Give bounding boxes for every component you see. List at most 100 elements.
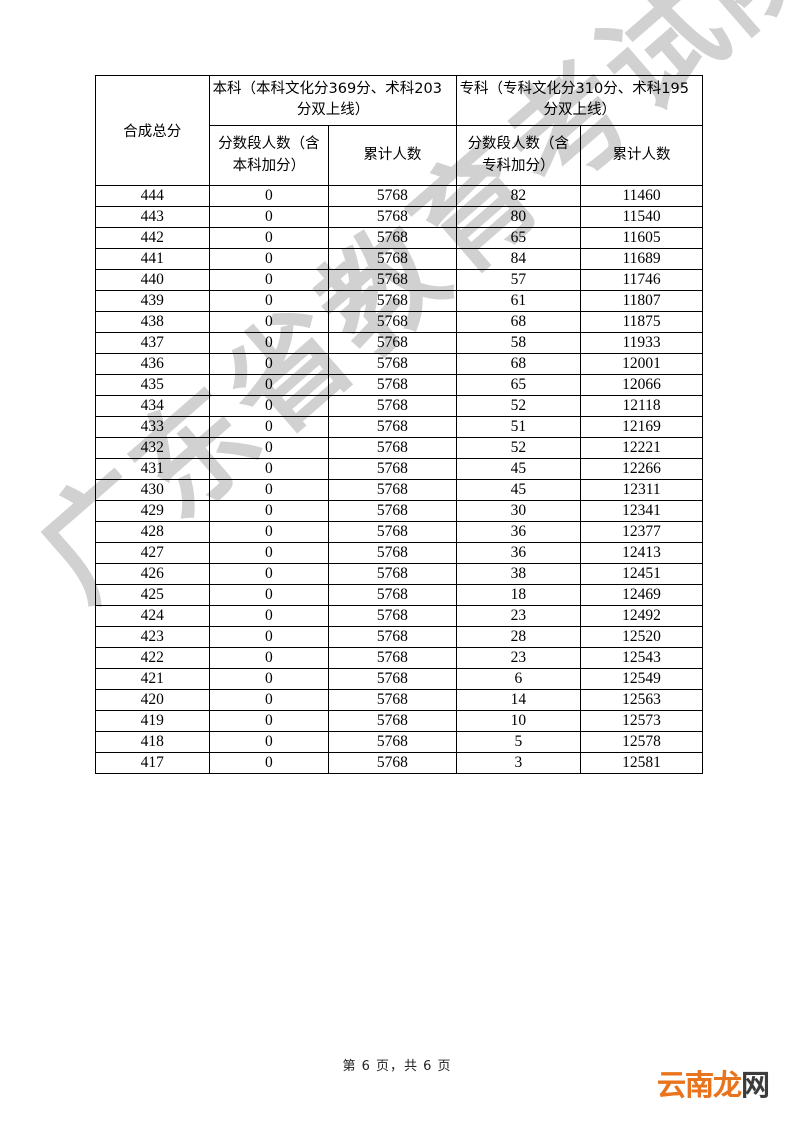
table-row: 418 0 5768 5 12578 [95, 731, 703, 754]
table-row: 433 0 5768 51 12169 [95, 416, 703, 439]
cell-total-score: 423 [95, 626, 210, 649]
cell-undergraduate-segment-count: 0 [208, 626, 330, 649]
cell-total-score: 439 [95, 290, 210, 313]
cell-undergraduate-cumulative: 5768 [328, 584, 457, 607]
cell-total-score: 429 [95, 500, 210, 523]
table-row: 439 0 5768 61 11807 [95, 290, 703, 313]
table-row: 435 0 5768 65 12066 [95, 374, 703, 397]
cell-college-segment-count: 14 [455, 689, 582, 712]
cell-college-segment-count: 68 [455, 353, 582, 376]
header-college-line2: 分双上线） [543, 102, 617, 119]
cell-college-segment-count: 57 [455, 269, 582, 292]
cell-total-score: 433 [95, 416, 210, 439]
cell-college-segment-count: 65 [455, 374, 582, 397]
cell-total-score: 444 [95, 185, 210, 208]
cell-undergraduate-cumulative: 5768 [328, 311, 457, 334]
cell-college-segment-count: 84 [455, 248, 582, 271]
header-college-segment-line2: 专科加分） [482, 157, 555, 174]
cell-college-cumulative: 12469 [580, 584, 703, 607]
header-undergraduate-line1: 本科（本科文化分369分、术科203 [212, 81, 442, 97]
cell-undergraduate-cumulative: 5768 [328, 353, 457, 376]
header-undergraduate-segment-line1: 分数段人数（含 [218, 135, 320, 152]
cell-total-score: 437 [95, 332, 210, 355]
header-undergraduate-segment-line2: 本科加分） [232, 157, 306, 174]
cell-college-cumulative: 12578 [580, 731, 703, 754]
cell-college-cumulative: 12066 [580, 374, 703, 397]
header-college-segment-line1: 分数段人数（含 [467, 135, 570, 152]
cell-total-score: 418 [95, 731, 210, 754]
header-undergraduate-line2: 分双上线） [296, 102, 370, 119]
cell-college-segment-count: 10 [455, 710, 582, 733]
header-undergraduate-cumulative: 累计人数 [328, 125, 457, 187]
cell-undergraduate-cumulative: 5768 [328, 248, 457, 271]
cell-total-score: 441 [95, 248, 210, 271]
cell-total-score: 417 [95, 752, 210, 775]
cell-college-cumulative: 11875 [580, 311, 703, 334]
table-row: 423 0 5768 28 12520 [95, 626, 703, 649]
header-undergraduate-group: 本科（本科文化分369分、术科203 分双上线） [208, 74, 457, 127]
header-college-segment-count: 分数段人数（含 专科加分） [455, 125, 582, 187]
cell-college-cumulative: 12266 [580, 458, 703, 481]
cell-total-score: 425 [95, 584, 210, 607]
cell-total-score: 420 [95, 689, 210, 712]
table-row: 417 0 5768 3 12581 [95, 752, 703, 775]
header-college-group: 专科（专科文化分310分、术科195 分双上线） [455, 74, 704, 127]
table-row: 419 0 5768 10 12573 [95, 710, 703, 733]
cell-undergraduate-segment-count: 0 [208, 500, 330, 523]
cell-undergraduate-cumulative: 5768 [328, 374, 457, 397]
cell-undergraduate-segment-count: 0 [208, 668, 330, 691]
table-row: 437 0 5768 58 11933 [95, 332, 703, 355]
cell-undergraduate-cumulative: 5768 [328, 458, 457, 481]
cell-college-segment-count: 36 [455, 521, 582, 544]
cell-college-cumulative: 12492 [580, 605, 703, 628]
cell-college-cumulative: 11460 [580, 185, 703, 208]
cell-college-cumulative: 12118 [580, 395, 703, 418]
cell-total-score: 430 [95, 479, 210, 502]
cell-college-segment-count: 58 [455, 332, 582, 355]
cell-undergraduate-cumulative: 5768 [328, 626, 457, 649]
cell-undergraduate-cumulative: 5768 [328, 332, 457, 355]
cell-total-score: 443 [95, 206, 210, 229]
cell-total-score: 419 [95, 710, 210, 733]
cell-college-cumulative: 11933 [580, 332, 703, 355]
cell-college-segment-count: 23 [455, 647, 582, 670]
cell-undergraduate-segment-count: 0 [208, 290, 330, 313]
cell-college-segment-count: 18 [455, 584, 582, 607]
table-body: 444 0 5768 82 11460 443 0 5768 80 11540 442 0 5768 65… [95, 185, 703, 775]
cell-undergraduate-segment-count: 0 [208, 185, 330, 208]
score-distribution-table: 合成总分 本科（本科文化分369分、术科203 分双上线） 专科（专科文化分31… [95, 74, 704, 775]
cell-college-cumulative: 12520 [580, 626, 703, 649]
table-row: 428 0 5768 36 12377 [95, 521, 703, 544]
cell-college-segment-count: 52 [455, 437, 582, 460]
cell-undergraduate-segment-count: 0 [208, 395, 330, 418]
cell-undergraduate-segment-count: 0 [208, 605, 330, 628]
cell-college-segment-count: 51 [455, 416, 582, 439]
cell-undergraduate-cumulative: 5768 [328, 542, 457, 565]
cell-undergraduate-segment-count: 0 [208, 458, 330, 481]
cell-college-cumulative: 12413 [580, 542, 703, 565]
table-header: 合成总分 本科（本科文化分369分、术科203 分双上线） 专科（专科文化分31… [95, 74, 704, 187]
cell-undergraduate-cumulative: 5768 [328, 689, 457, 712]
header-row-subcolumns: 分数段人数（含 本科加分） 累计人数 分数段人数（含 专科加分） 累计人数 [96, 125, 703, 187]
cell-college-segment-count: 61 [455, 290, 582, 313]
table-row: 420 0 5768 14 12563 [95, 689, 703, 712]
table-row: 426 0 5768 38 12451 [95, 563, 703, 586]
cell-college-cumulative: 11689 [580, 248, 703, 271]
cell-total-score: 438 [95, 311, 210, 334]
cell-college-segment-count: 68 [455, 311, 582, 334]
cell-undergraduate-segment-count: 0 [208, 479, 330, 502]
cell-college-cumulative: 12169 [580, 416, 703, 439]
page-number-text: 第 6 页，共 6 页 [342, 1059, 452, 1074]
cell-total-score: 428 [95, 521, 210, 544]
cell-total-score: 434 [95, 395, 210, 418]
table-row: 432 0 5768 52 12221 [95, 437, 703, 460]
cell-undergraduate-segment-count: 0 [208, 752, 330, 775]
table-row: 444 0 5768 82 11460 [95, 185, 703, 208]
cell-undergraduate-cumulative: 5768 [328, 668, 457, 691]
cell-undergraduate-segment-count: 0 [208, 227, 330, 250]
cell-undergraduate-segment-count: 0 [208, 437, 330, 460]
cell-total-score: 426 [95, 563, 210, 586]
cell-college-segment-count: 45 [455, 458, 582, 481]
site-logo-orange-text: 云南龙 [656, 1067, 743, 1103]
cell-undergraduate-segment-count: 0 [208, 731, 330, 754]
